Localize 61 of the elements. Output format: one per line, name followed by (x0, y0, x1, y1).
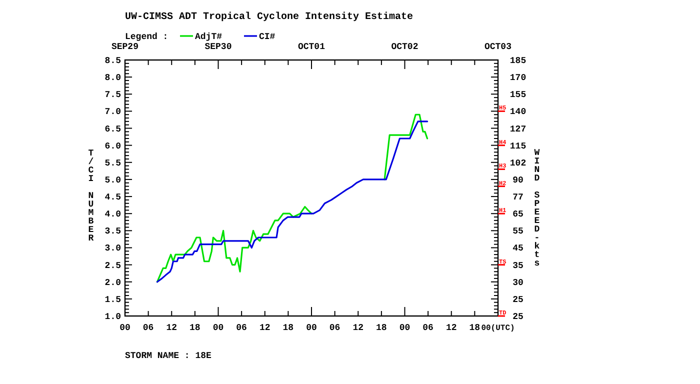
text: 127 (510, 124, 526, 134)
y-tick-label: 1.5 (104, 294, 121, 305)
y-tick-label: 5.0 (104, 175, 121, 186)
y-tick-label: 5.5 (104, 158, 121, 168)
x-tick-label: 06 (329, 323, 340, 333)
x-tick-label: 00(UTC) (481, 324, 515, 333)
y-tick-label: 6.0 (104, 141, 121, 152)
legend-label: AdjT# (195, 32, 223, 42)
y-tick-label: 4.0 (104, 210, 121, 220)
x-tick-label: 18 (469, 323, 480, 333)
x-tick-label: 18 (190, 323, 200, 333)
y-tick-label: 1.0 (104, 312, 121, 322)
text: 25 (512, 312, 524, 322)
text: 115 (510, 141, 526, 152)
text: WIND SPEED-kts (534, 148, 540, 268)
x2-tick-label: OCT02 (391, 42, 418, 52)
y-tick-label: 3.0 (104, 244, 121, 254)
x-tick-label: 00 (212, 323, 224, 333)
text: 55 (512, 226, 524, 237)
x-tick-label: 12 (259, 323, 270, 333)
text: STORM NAME : 18E (125, 351, 212, 361)
text: 45 (512, 244, 524, 254)
x-tick-label: 12 (166, 323, 178, 333)
legend-title: Legend : (125, 32, 168, 42)
text: 155 (510, 90, 526, 100)
x2-tick-label: OCT03 (484, 42, 512, 52)
x-tick-label: 18 (282, 323, 294, 333)
y-tick-label: 8.5 (104, 56, 121, 66)
y-tick-label: 7.0 (104, 107, 121, 118)
x-tick-label: 06 (142, 323, 154, 333)
text: 102 (510, 158, 526, 168)
y-tick-label: 3.5 (104, 226, 121, 237)
x2-tick-label: SEP29 (111, 42, 139, 52)
x-tick-label: 18 (376, 323, 387, 333)
text: 185 (510, 56, 526, 66)
text: 30 (512, 278, 524, 288)
legend-label: CI# (259, 32, 276, 42)
y-tick-label: 4.5 (104, 192, 121, 203)
x-tick-label: 00 (399, 323, 410, 333)
y-tick-label: 2.0 (104, 278, 121, 288)
text: 35 (512, 260, 524, 271)
x-tick-label: 12 (446, 323, 457, 333)
x-tick-label: 12 (352, 323, 364, 333)
y-tick-label: 6.5 (104, 124, 121, 134)
text: 90 (512, 175, 524, 186)
chart-title: UW-CIMSS ADT Tropical Cyclone Intensity Estimate (125, 11, 414, 23)
text: T/CI NUMBER (88, 148, 94, 244)
y-tick-label: 8.0 (104, 73, 121, 84)
x2-tick-label: SEP30 (204, 42, 232, 52)
x2-tick-label: OCT01 (298, 42, 326, 52)
text: 77 (512, 192, 524, 203)
x-tick-label: 06 (422, 323, 434, 333)
y-tick-label: 7.5 (104, 90, 121, 100)
x-tick-label: 00 (306, 323, 317, 333)
text: 170 (510, 73, 526, 84)
text: 65 (512, 210, 524, 220)
text: 25 (512, 294, 524, 305)
x-tick-label: 06 (236, 323, 247, 333)
text: 140 (510, 107, 526, 118)
y-tick-label: 2.5 (104, 260, 121, 271)
x-tick-label: 00 (120, 323, 130, 333)
